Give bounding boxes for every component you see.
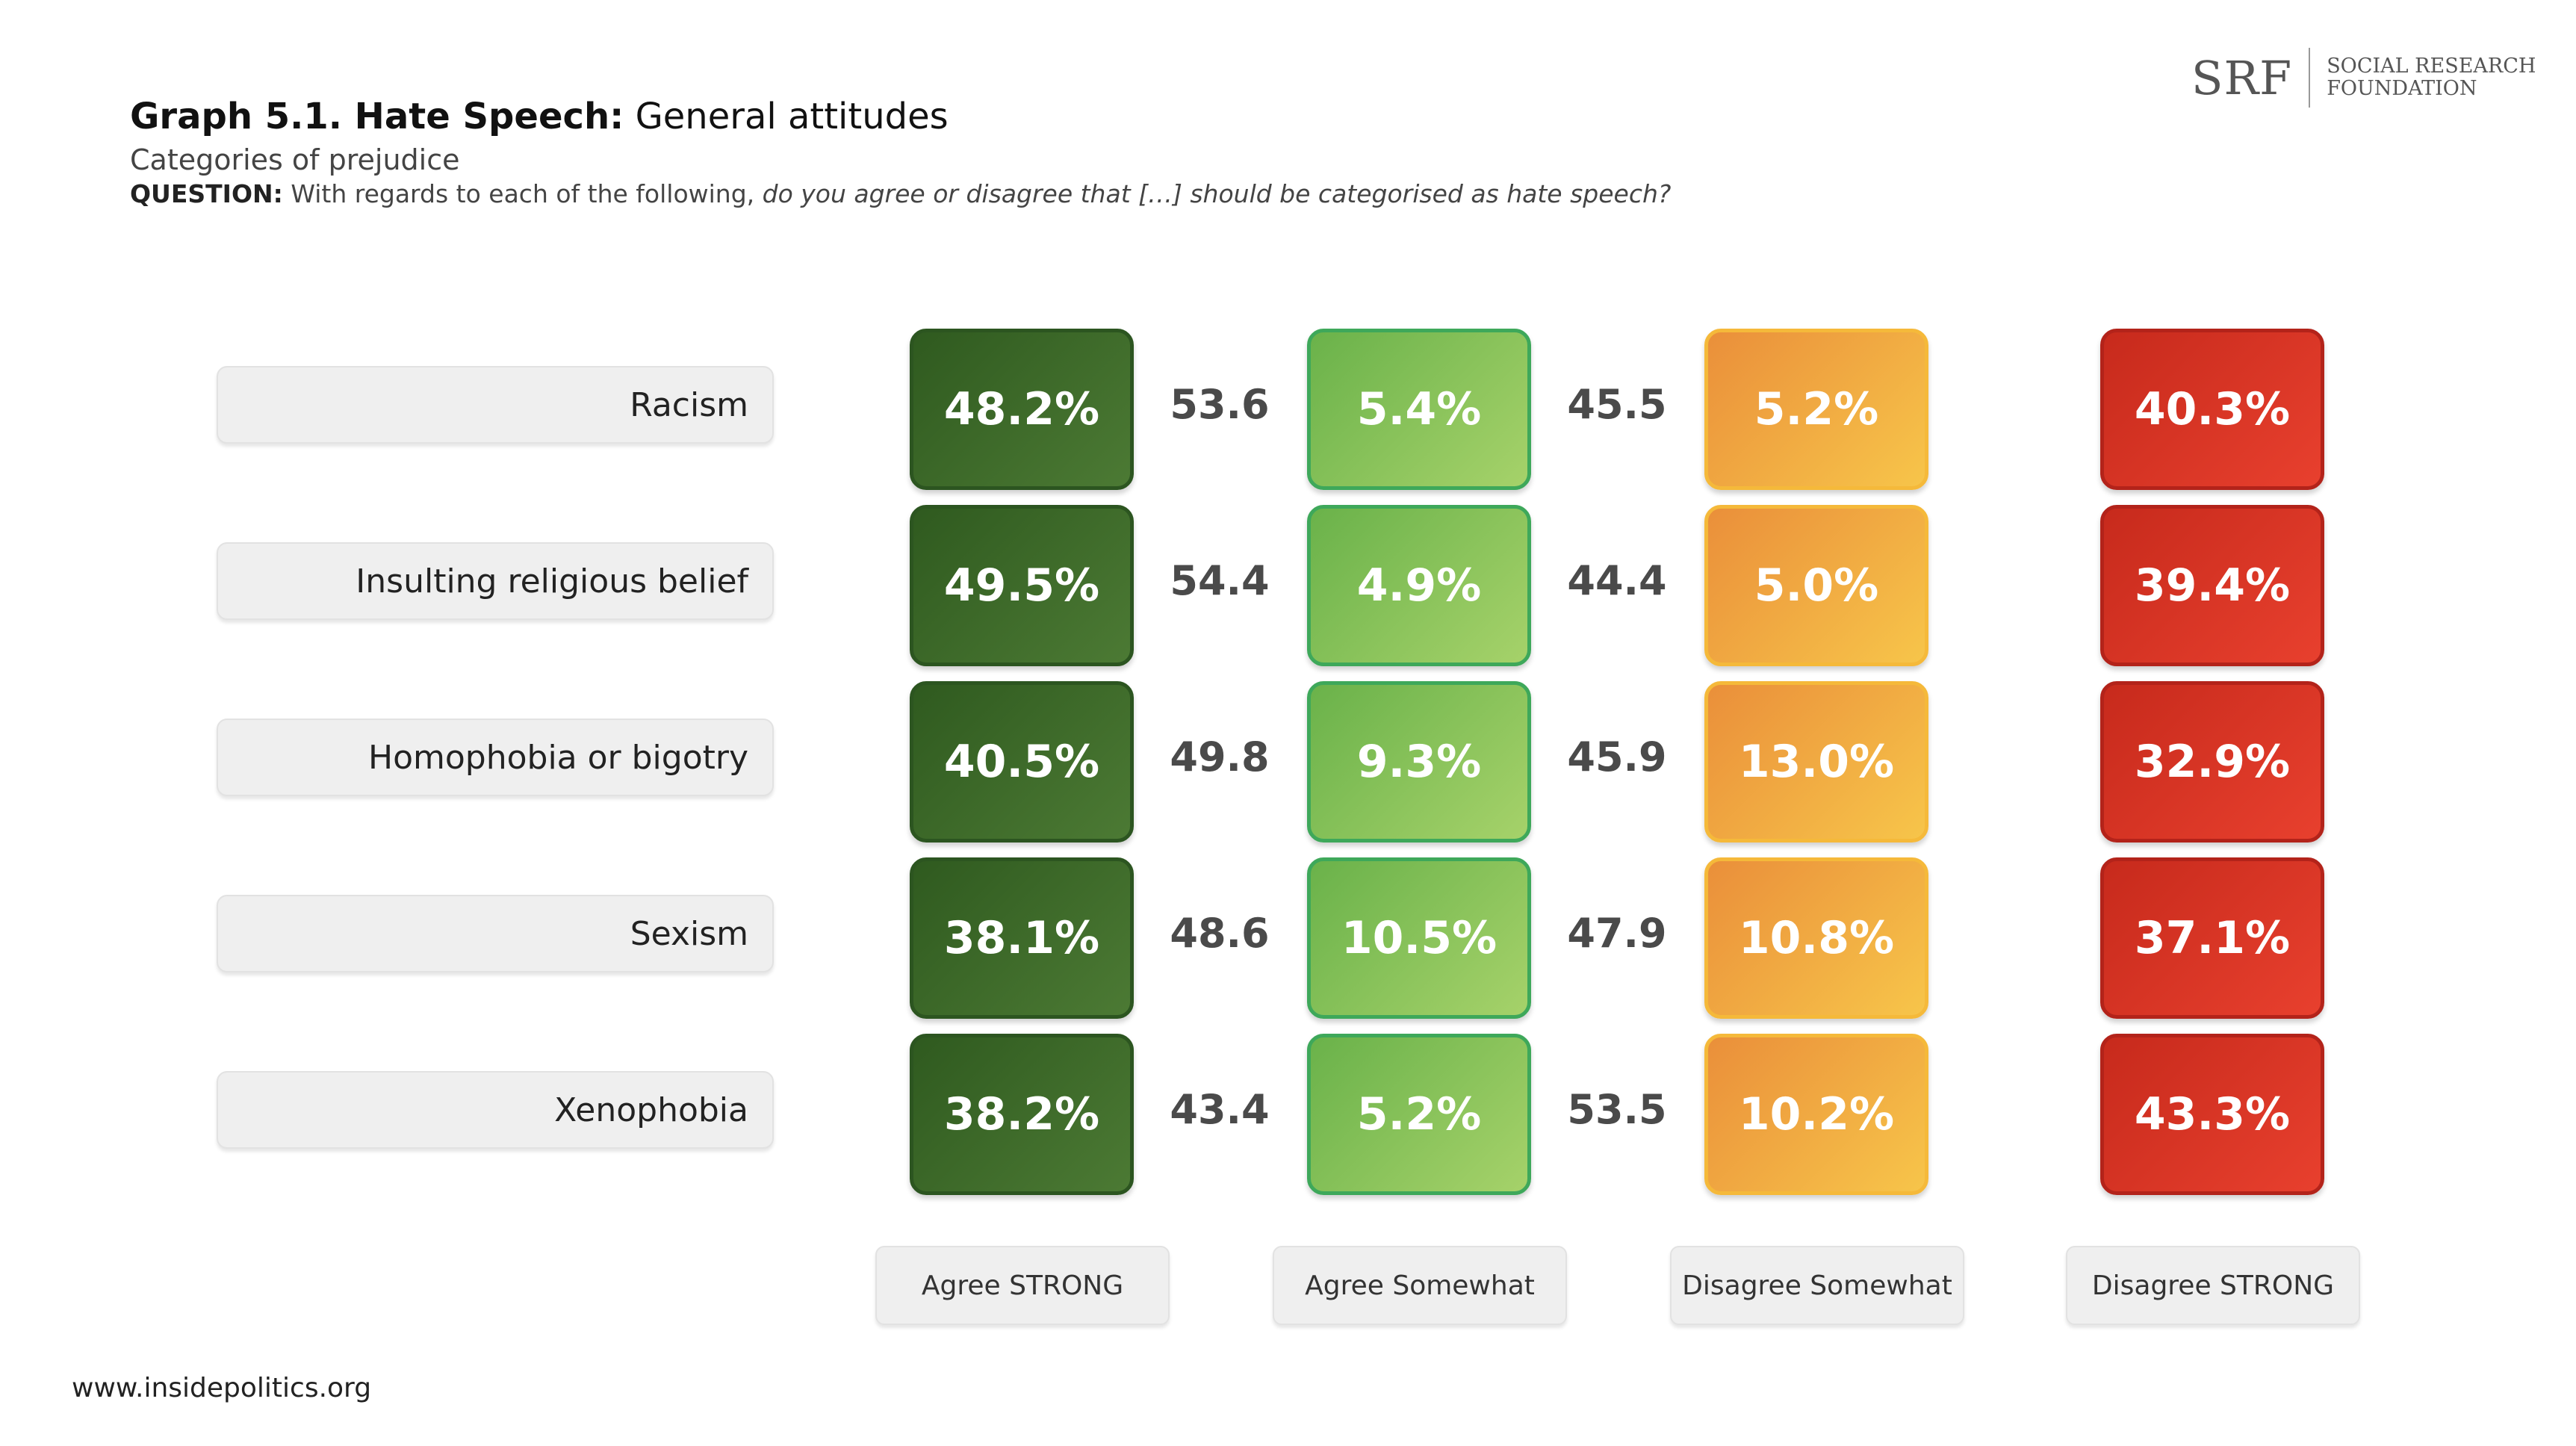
net-disagree-racism: 45.5 xyxy=(1567,381,1667,428)
value-cell-disagree-somewhat-insulting-religious-belief: 5.0% xyxy=(1704,505,1928,666)
net-agree-homophobia-or-bigotry: 49.8 xyxy=(1170,733,1270,781)
row-label-sexism: Sexism xyxy=(217,895,774,972)
question-text: QUESTION: With regards to each of the fo… xyxy=(130,179,1671,208)
value-cell-agree-strong-homophobia-or-bigotry: 40.5% xyxy=(910,681,1134,843)
value-cell-agree-strong-racism: 48.2% xyxy=(910,329,1134,490)
row-label-insulting-religious-belief: Insulting religious belief xyxy=(217,542,774,620)
value-cell-disagree-strong-homophobia-or-bigotry: 32.9% xyxy=(2100,681,2324,843)
question-body: With regards to each of the following, xyxy=(282,179,763,208)
value-cell-disagree-somewhat-xenophobia: 10.2% xyxy=(1704,1034,1928,1195)
net-agree-sexism: 48.6 xyxy=(1170,910,1270,957)
footer-url: www.insidepolitics.org xyxy=(72,1373,372,1403)
question-italic: do you agree or disagree that […] should… xyxy=(762,179,1672,208)
net-disagree-insulting-religious-belief: 44.4 xyxy=(1567,557,1667,604)
title-bold: Graph 5.1. Hate Speech: xyxy=(130,96,624,137)
logo-divider xyxy=(2309,48,2311,108)
chart-subtitle: Categories of prejudice xyxy=(130,143,460,176)
net-agree-insulting-religious-belief: 54.4 xyxy=(1170,557,1270,604)
net-disagree-xenophobia: 53.5 xyxy=(1567,1086,1667,1133)
value-cell-disagree-strong-racism: 40.3% xyxy=(2100,329,2324,490)
value-cell-agree-somewhat-sexism: 10.5% xyxy=(1307,857,1531,1019)
column-label-agree-somewhat: Agree Somewhat xyxy=(1273,1246,1567,1325)
net-agree-racism: 53.6 xyxy=(1170,381,1270,428)
value-cell-agree-somewhat-racism: 5.4% xyxy=(1307,329,1531,490)
title-rest: General attitudes xyxy=(624,96,949,137)
logo-full-name: SOCIAL RESEARCH FOUNDATION xyxy=(2327,55,2536,100)
row-label-homophobia-or-bigotry: Homophobia or bigotry xyxy=(217,719,774,796)
column-label-disagree-strong: Disagree STRONG xyxy=(2066,1246,2360,1325)
logo-line-2: FOUNDATION xyxy=(2327,77,2477,100)
value-cell-disagree-strong-sexism: 37.1% xyxy=(2100,857,2324,1019)
logo-abbr: SRF xyxy=(2191,50,2293,105)
value-cell-disagree-somewhat-sexism: 10.8% xyxy=(1704,857,1928,1019)
row-label-xenophobia: Xenophobia xyxy=(217,1071,774,1149)
net-disagree-homophobia-or-bigotry: 45.9 xyxy=(1567,733,1667,781)
value-cell-agree-somewhat-xenophobia: 5.2% xyxy=(1307,1034,1531,1195)
value-cell-disagree-strong-xenophobia: 43.3% xyxy=(2100,1034,2324,1195)
chart-title: Graph 5.1. Hate Speech: General attitude… xyxy=(130,96,949,137)
srf-logo: SRF SOCIAL RESEARCH FOUNDATION xyxy=(2191,46,2536,109)
value-cell-disagree-somewhat-homophobia-or-bigotry: 13.0% xyxy=(1704,681,1928,843)
column-label-disagree-somewhat: Disagree Somewhat xyxy=(1670,1246,1964,1325)
question-prefix: QUESTION: xyxy=(130,179,283,208)
value-cell-agree-somewhat-insulting-religious-belief: 4.9% xyxy=(1307,505,1531,666)
value-cell-agree-strong-insulting-religious-belief: 49.5% xyxy=(910,505,1134,666)
logo-line-1: SOCIAL RESEARCH xyxy=(2327,55,2536,78)
value-cell-agree-strong-xenophobia: 38.2% xyxy=(910,1034,1134,1195)
net-agree-xenophobia: 43.4 xyxy=(1170,1086,1270,1133)
value-cell-agree-strong-sexism: 38.1% xyxy=(910,857,1134,1019)
value-cell-disagree-strong-insulting-religious-belief: 39.4% xyxy=(2100,505,2324,666)
row-label-racism: Racism xyxy=(217,366,774,444)
value-cell-agree-somewhat-homophobia-or-bigotry: 9.3% xyxy=(1307,681,1531,843)
value-cell-disagree-somewhat-racism: 5.2% xyxy=(1704,329,1928,490)
column-label-agree-strong: Agree STRONG xyxy=(875,1246,1170,1325)
net-disagree-sexism: 47.9 xyxy=(1567,910,1667,957)
